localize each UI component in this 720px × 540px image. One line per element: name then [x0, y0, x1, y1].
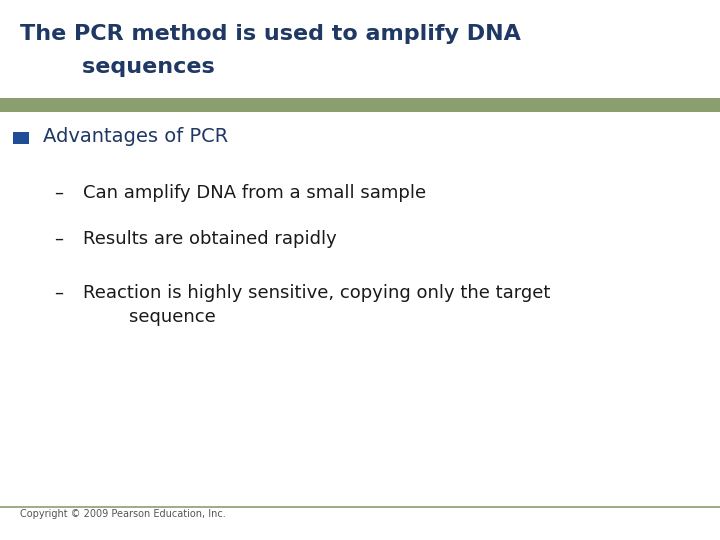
Text: Reaction is highly sensitive, copying only the target
        sequence: Reaction is highly sensitive, copying on… [83, 284, 550, 327]
Text: sequences: sequences [20, 57, 215, 77]
Text: Advantages of PCR: Advantages of PCR [43, 127, 228, 146]
Bar [0, 98, 720, 112]
Text: Results are obtained rapidly: Results are obtained rapidly [83, 230, 336, 247]
Bar [13, 132, 29, 144]
Text: –: – [54, 284, 63, 301]
Text: Copyright © 2009 Pearson Education, Inc.: Copyright © 2009 Pearson Education, Inc. [20, 509, 226, 519]
Text: The PCR method is used to amplify DNA: The PCR method is used to amplify DNA [20, 24, 521, 44]
Text: –: – [54, 230, 63, 247]
Text: –: – [54, 184, 63, 201]
Text: Can amplify DNA from a small sample: Can amplify DNA from a small sample [83, 184, 426, 201]
